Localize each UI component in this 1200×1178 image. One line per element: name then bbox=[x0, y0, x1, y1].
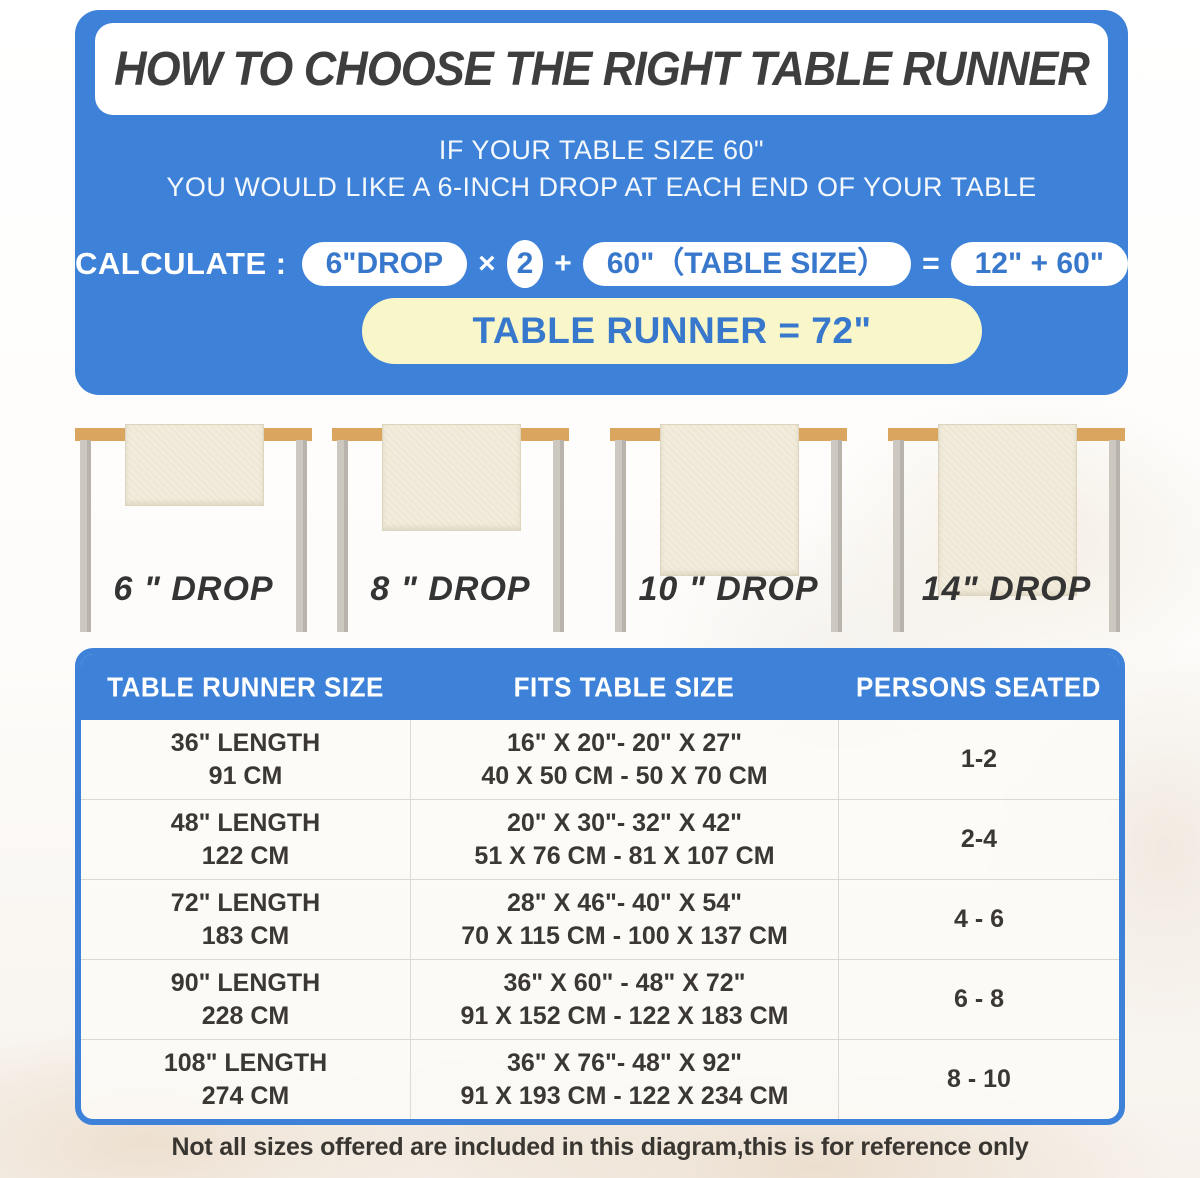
table-leg bbox=[893, 440, 904, 632]
page-title: HOW TO CHOOSE THE RIGHT TABLE RUNNER bbox=[114, 40, 1090, 96]
multiplier-circle: 2 bbox=[506, 240, 544, 288]
drop-pill: 6"DROP bbox=[301, 242, 468, 286]
table-illustration-8-drop: 8 " DROP bbox=[332, 420, 569, 635]
formula-row: CALCULATE : 6"DROP × 2 + 60"（TABLE SIZE）… bbox=[75, 238, 1128, 290]
title-banner: HOW TO CHOOSE THE RIGHT TABLE RUNNER bbox=[95, 23, 1108, 115]
table-leg bbox=[831, 440, 842, 632]
runner-size-cell: 48" LENGTH 122 CM bbox=[170, 809, 321, 870]
runner-size-cell: 36" LENGTH 91 CM bbox=[170, 729, 321, 790]
drop-illustrations: 6 " DROP 8 " DROP 10 " DROP 14" DROP bbox=[0, 420, 1200, 635]
table-illustration-10-drop: 10 " DROP bbox=[610, 420, 847, 635]
table-runner bbox=[382, 424, 521, 531]
persons-cell: 8 - 10 bbox=[838, 1040, 1119, 1119]
column-header-runner-size: TABLE RUNNER SIZE bbox=[107, 670, 384, 703]
persons-cell: 4 - 6 bbox=[838, 880, 1119, 959]
table-illustration-6-drop: 6 " DROP bbox=[75, 420, 312, 635]
table-leg bbox=[615, 440, 626, 632]
table-size-pill: 60"（TABLE SIZE） bbox=[582, 242, 912, 286]
drop-label: 10 " DROP bbox=[638, 570, 819, 608]
table-row: 48" LENGTH 122 CM 20" X 30"- 32" X 42" 5… bbox=[81, 799, 1119, 879]
footer-note: Not all sizes offered are included in th… bbox=[171, 1133, 1029, 1161]
table-runner bbox=[938, 424, 1077, 596]
runner-size-cell: 108" LENGTH 274 CM bbox=[163, 1049, 328, 1110]
table-runner bbox=[660, 424, 799, 576]
table-leg bbox=[296, 440, 307, 632]
fits-table-cell: 36" X 76"- 48" X 92" 91 X 193 CM - 122 X… bbox=[410, 1040, 838, 1119]
table-row: 108" LENGTH 274 CM 36" X 76"- 48" X 92" … bbox=[81, 1039, 1119, 1119]
result-pill: 12" + 60" bbox=[950, 242, 1128, 286]
column-header-persons: PERSONS SEATED bbox=[856, 670, 1101, 703]
plus-operator: + bbox=[554, 247, 572, 280]
table-illustration-14-drop: 14" DROP bbox=[888, 420, 1125, 635]
persons-cell: 1-2 bbox=[838, 720, 1119, 799]
drop-label: 6 " DROP bbox=[113, 570, 274, 608]
table-row: 90" LENGTH 228 CM 36" X 60" - 48" X 72" … bbox=[81, 959, 1119, 1039]
table-leg bbox=[553, 440, 564, 632]
runner-result-pill: TABLE RUNNER = 72" bbox=[362, 298, 982, 364]
equals-operator: = bbox=[922, 247, 940, 280]
runner-size-cell: 90" LENGTH 228 CM bbox=[170, 969, 321, 1030]
table-runner bbox=[125, 424, 264, 506]
table-row: 36" LENGTH 91 CM 16" X 20"- 20" X 27" 40… bbox=[81, 720, 1119, 799]
size-chart-header: TABLE RUNNER SIZE FITS TABLE SIZE PERSON… bbox=[81, 654, 1119, 720]
persons-cell: 2-4 bbox=[838, 800, 1119, 879]
runner-size-cell: 72" LENGTH 183 CM bbox=[170, 889, 321, 950]
table-leg bbox=[337, 440, 348, 632]
drop-label: 14" DROP bbox=[921, 570, 1092, 608]
persons-cell: 6 - 8 bbox=[838, 960, 1119, 1039]
table-row: 72" LENGTH 183 CM 28" X 46"- 40" X 54" 7… bbox=[81, 879, 1119, 959]
fits-table-cell: 16" X 20"- 20" X 27" 40 X 50 CM - 50 X 7… bbox=[410, 720, 838, 799]
column-header-fits-table: FITS TABLE SIZE bbox=[513, 670, 735, 703]
times-operator: × bbox=[478, 247, 496, 280]
subtitle-line2: YOU WOULD LIKE A 6-INCH DROP AT EACH END… bbox=[166, 172, 1037, 202]
fits-table-cell: 28" X 46"- 40" X 54" 70 X 115 CM - 100 X… bbox=[410, 880, 838, 959]
fits-table-cell: 20" X 30"- 32" X 42" 51 X 76 CM - 81 X 1… bbox=[410, 800, 838, 879]
table-leg bbox=[80, 440, 91, 632]
fits-table-cell: 36" X 60" - 48" X 72" 91 X 152 CM - 122 … bbox=[410, 960, 838, 1039]
calculate-label: CALCULATE : bbox=[75, 246, 287, 281]
table-leg bbox=[1109, 440, 1120, 632]
top-panel: HOW TO CHOOSE THE RIGHT TABLE RUNNER IF … bbox=[75, 10, 1128, 395]
subtitle-line1: IF YOUR TABLE SIZE 60" bbox=[438, 135, 765, 165]
size-chart-panel: TABLE RUNNER SIZE FITS TABLE SIZE PERSON… bbox=[75, 648, 1125, 1125]
size-chart-body: 36" LENGTH 91 CM 16" X 20"- 20" X 27" 40… bbox=[81, 720, 1119, 1119]
drop-label: 8 " DROP bbox=[370, 570, 531, 608]
